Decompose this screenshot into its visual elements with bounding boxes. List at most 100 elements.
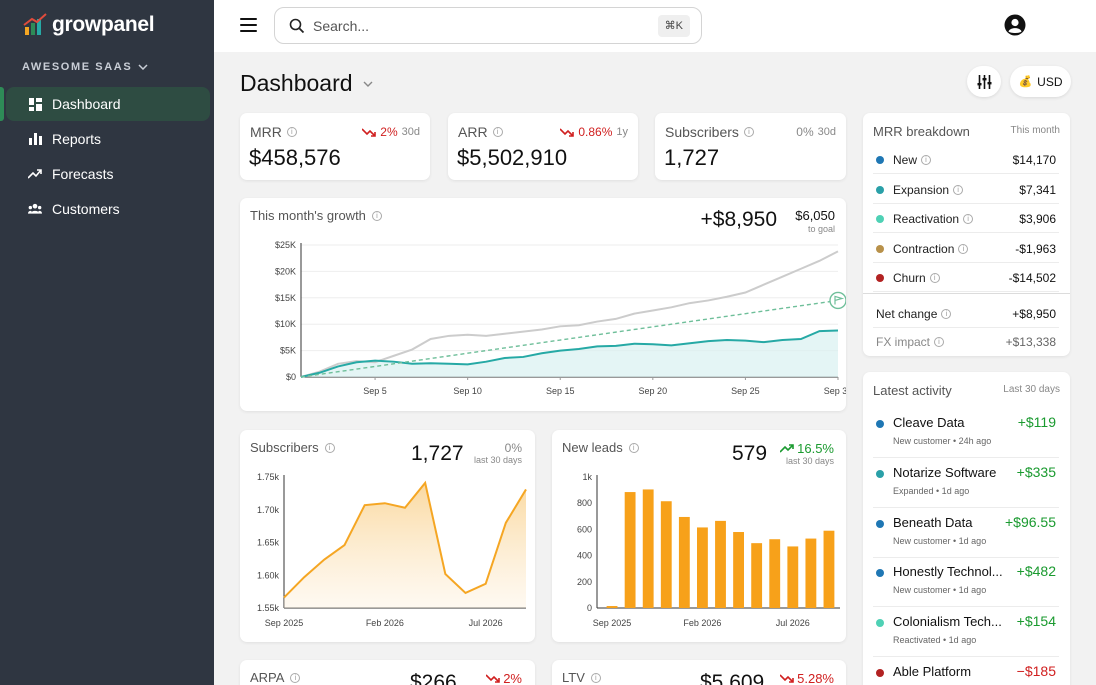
subscribers-card-title: Subscribers bbox=[250, 440, 319, 455]
net-change-value: +$8,950 bbox=[1012, 307, 1056, 321]
growth-chart[interactable]: $0 $5K $10K $15K $20K $25K Sep 5 Sep 10 Sep 15 Se… bbox=[240, 198, 846, 411]
new-leads-card[interactable]: New leads i 579 16.5% last 30 days 0 200 40… bbox=[552, 430, 846, 642]
info-icon[interactable]: i bbox=[628, 442, 639, 453]
subscribers-area bbox=[284, 482, 526, 608]
bar bbox=[660, 501, 672, 608]
y-tick-label: 800 bbox=[577, 498, 592, 508]
y-tick-label: 1k bbox=[582, 472, 592, 482]
breakdown-row-contraction[interactable]: Contraction i -$1,963 bbox=[873, 234, 1059, 263]
activity-amount: +$96.55 bbox=[1005, 513, 1056, 530]
breakdown-value: $7,341 bbox=[1019, 182, 1056, 197]
info-icon[interactable]: i bbox=[590, 672, 601, 683]
info-icon[interactable]: i bbox=[743, 127, 754, 137]
bar-chart-icon bbox=[28, 132, 42, 146]
workspace-name: AWESOME SAAS bbox=[22, 61, 133, 73]
y-tick-label: 1.60k bbox=[257, 570, 280, 580]
search-shortcut-badge: ⌘K bbox=[657, 15, 690, 37]
new-leads-chart[interactable]: 0 200 400 600 800 1k Sep 2025 Feb 2026 Jul 2026 bbox=[552, 430, 846, 642]
arpa-title: ARPA bbox=[250, 670, 285, 685]
ltv-change: 5.28% bbox=[797, 671, 834, 685]
sidebar-item-reports[interactable]: Reports bbox=[0, 121, 214, 156]
info-icon[interactable]: i bbox=[290, 672, 301, 683]
info-icon[interactable]: i bbox=[921, 155, 932, 165]
activity-item[interactable]: Able Platform −$185 bbox=[873, 658, 1059, 685]
arr-label: ARR bbox=[458, 124, 488, 140]
activity-customer-name[interactable]: Beneath Data bbox=[893, 514, 973, 530]
info-icon[interactable]: i bbox=[934, 337, 945, 347]
subscribers-card-value: 1,727 bbox=[411, 442, 464, 465]
growpanel-logo-icon bbox=[23, 13, 47, 35]
subscribers-kpi-card[interactable]: Subscribers i 1,727 0% 30d bbox=[655, 113, 846, 180]
info-icon[interactable]: i bbox=[963, 214, 974, 224]
arr-card[interactable]: ARR i $5,502,910 0.86% 1y bbox=[448, 113, 638, 180]
logo[interactable]: growpanel bbox=[22, 12, 155, 38]
breakdown-value: $14,170 bbox=[1012, 153, 1056, 167]
info-icon[interactable]: i bbox=[929, 273, 940, 283]
activity-customer-name[interactable]: Cleave Data bbox=[893, 415, 965, 430]
x-tick-label: Feb 2026 bbox=[366, 618, 404, 628]
activity-amount: +$119 bbox=[1017, 414, 1056, 430]
info-icon[interactable]: i bbox=[286, 127, 297, 137]
info-icon[interactable]: i bbox=[371, 210, 382, 221]
bar bbox=[769, 539, 781, 608]
growth-card[interactable]: This month's growth i +$8,950 $6,050 to g… bbox=[240, 198, 846, 411]
latest-activity-card[interactable]: Latest activity Last 30 days Cleave Data… bbox=[863, 372, 1070, 685]
info-icon[interactable]: i bbox=[958, 243, 969, 254]
mrr-card[interactable]: MRR i $458,576 2% 30d bbox=[240, 113, 430, 180]
goal-flag-shape bbox=[834, 295, 845, 305]
activity-item[interactable]: Beneath Data New customer • 1d ago +$96.55 bbox=[873, 509, 1059, 558]
fx-impact-row[interactable]: FX impact i +$13,338 bbox=[873, 327, 1059, 356]
subscribers-chart[interactable]: 1.55k 1.60k 1.65k 1.70k 1.75k Sep 2025 Feb 202… bbox=[240, 430, 535, 642]
mrr-breakdown-card[interactable]: MRR breakdown This month New i $14,170 Expa… bbox=[863, 113, 1070, 356]
currency-button[interactable]: 💰 USD bbox=[1010, 66, 1071, 97]
activity-item[interactable]: Cleave Data New customer • 24h ago +$119 bbox=[873, 409, 1059, 458]
menu-icon[interactable] bbox=[240, 18, 257, 32]
search-input[interactable] bbox=[313, 16, 613, 36]
top-bar: ⌘K bbox=[214, 0, 1096, 52]
chevron-down-icon bbox=[138, 64, 148, 70]
activity-customer-name[interactable]: Colonialism Tech... bbox=[893, 614, 1002, 630]
goal-value: $6,050 bbox=[795, 208, 835, 223]
activity-customer-name[interactable]: Notarize Software bbox=[893, 464, 997, 480]
mrr-change: 2% bbox=[380, 125, 398, 139]
sidebar: growpanel AWESOME SAAS Dashboard Reports… bbox=[0, 0, 214, 685]
activity-item[interactable]: Notarize Software Expanded • 1d ago +$335 bbox=[873, 459, 1059, 508]
x-tick-label: Sep 5 bbox=[363, 386, 387, 396]
sidebar-item-forecasts[interactable]: Forecasts bbox=[0, 156, 214, 191]
activity-customer-name[interactable]: Honestly Technol... bbox=[893, 564, 1003, 580]
y-tick-label: 1.70k bbox=[257, 505, 280, 515]
info-icon[interactable]: i bbox=[941, 309, 952, 319]
activity-item[interactable]: Honestly Technol... New customer • 1d ago… bbox=[873, 558, 1059, 608]
info-icon[interactable]: i bbox=[953, 184, 964, 195]
page-title-dropdown[interactable]: Dashboard bbox=[240, 70, 373, 97]
ltv-value: $5,609 bbox=[700, 671, 765, 685]
subscribers-chart-card[interactable]: Subscribers i 1,727 0% last 30 days 1.55k… bbox=[240, 430, 535, 642]
x-tick-label: Sep 30 bbox=[824, 386, 846, 396]
x-tick-label: Sep 2025 bbox=[593, 618, 632, 628]
activity-item[interactable]: Colonialism Tech... Reactivated • 1d ago +… bbox=[873, 608, 1059, 658]
dashboard-icon bbox=[28, 97, 42, 111]
logo-text: growpanel bbox=[52, 13, 155, 36]
breakdown-row-reactivation[interactable]: Reactivation i $3,906 bbox=[873, 204, 1059, 233]
info-icon[interactable]: i bbox=[324, 442, 335, 453]
customize-button[interactable] bbox=[967, 66, 1001, 97]
breakdown-label: New bbox=[893, 153, 918, 167]
activity-customer-name[interactable]: Able Platform bbox=[893, 664, 972, 679]
info-icon[interactable]: i bbox=[492, 127, 503, 137]
new-leads-value: 579 bbox=[732, 442, 768, 465]
activity-meta: Expanded • 1d ago bbox=[893, 485, 970, 496]
arpa-card[interactable]: ARPA i $266 2% bbox=[240, 660, 535, 685]
y-tick-label: $15K bbox=[275, 293, 296, 303]
sidebar-item-customers[interactable]: Customers bbox=[0, 191, 214, 226]
user-avatar-icon[interactable] bbox=[1004, 14, 1026, 36]
breakdown-row-new[interactable]: New i $14,170 bbox=[873, 145, 1059, 174]
search-box[interactable]: ⌘K bbox=[274, 7, 702, 44]
ltv-card[interactable]: LTV i $5,609 5.28% bbox=[552, 660, 846, 685]
sidebar-item-dashboard[interactable]: Dashboard bbox=[0, 87, 210, 121]
bar bbox=[751, 543, 763, 608]
net-change-row[interactable]: Net change i +$8,950 bbox=[873, 299, 1059, 328]
workspace-switcher[interactable]: AWESOME SAAS bbox=[22, 61, 148, 73]
breakdown-row-expansion[interactable]: Expansion i $7,341 bbox=[873, 175, 1059, 204]
x-tick-label: Sep 2025 bbox=[265, 618, 304, 628]
breakdown-row-churn[interactable]: Churn i -$14,502 bbox=[873, 263, 1059, 292]
